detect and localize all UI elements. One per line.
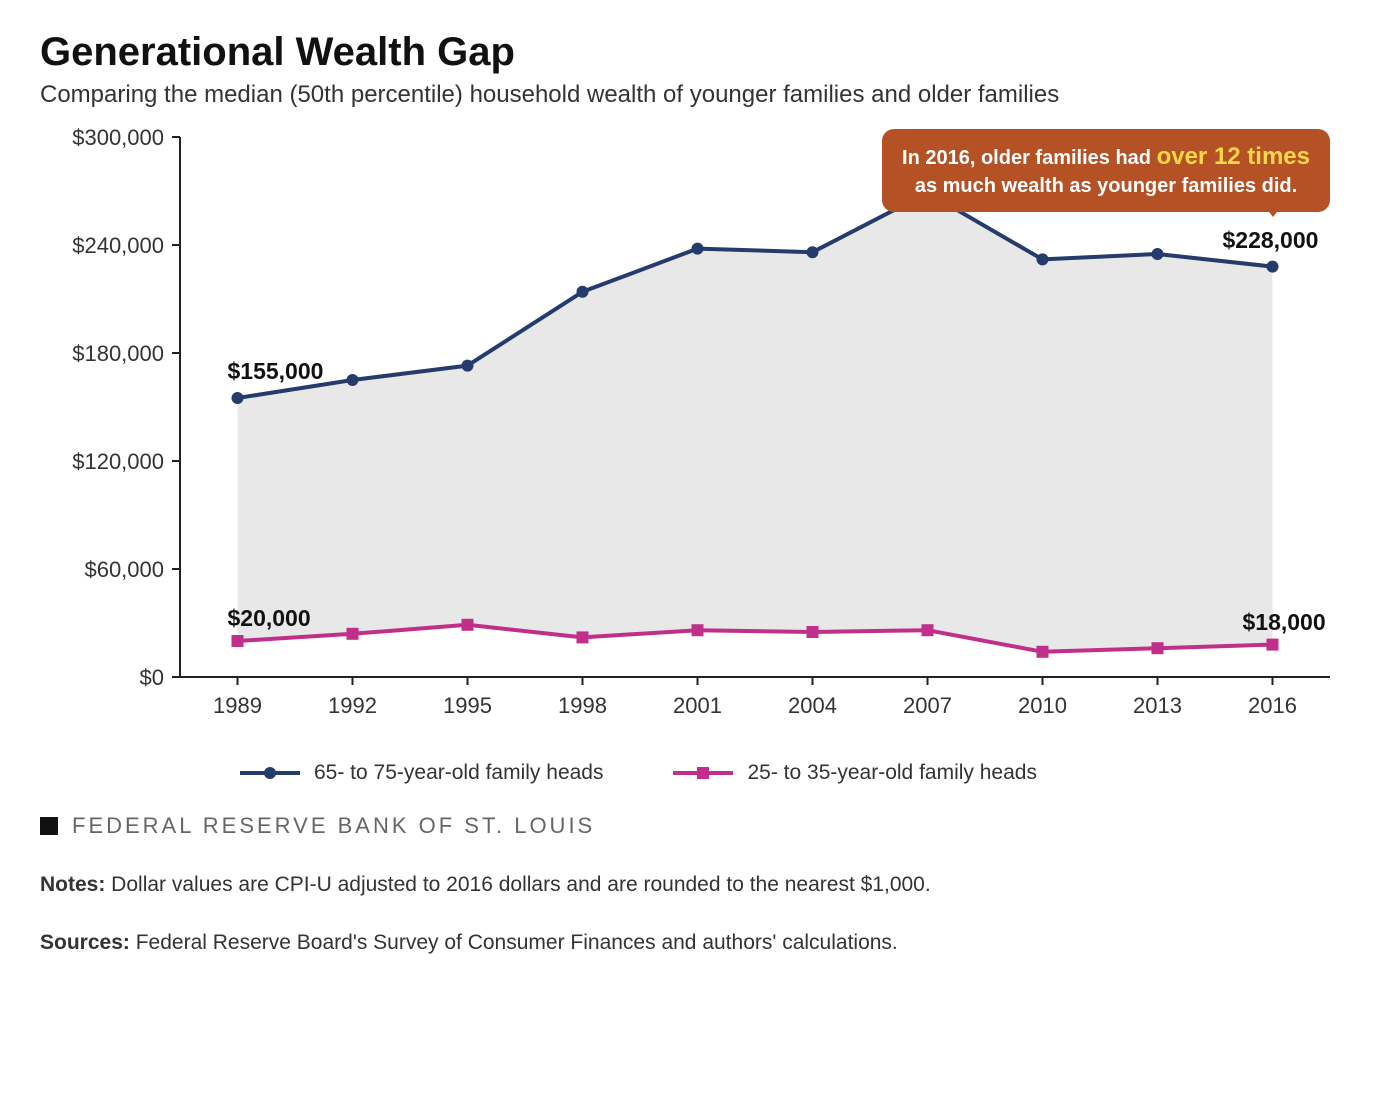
label-older-start: $155,000 xyxy=(228,358,324,385)
svg-text:$240,000: $240,000 xyxy=(72,233,164,258)
callout-text-pre: In 2016, older families had xyxy=(902,147,1157,169)
attribution-text: FEDERAL RESERVE BANK OF ST. LOUIS xyxy=(72,813,595,839)
svg-text:$120,000: $120,000 xyxy=(72,449,164,474)
svg-text:2016: 2016 xyxy=(1248,693,1297,718)
svg-text:1989: 1989 xyxy=(213,693,262,718)
label-younger-end: $18,000 xyxy=(1243,609,1326,636)
callout-text-post: as much wealth as younger families did. xyxy=(915,175,1297,197)
callout-emphasis: over 12 times xyxy=(1157,143,1310,170)
chart-title: Generational Wealth Gap xyxy=(40,30,1360,75)
svg-text:2004: 2004 xyxy=(788,693,837,718)
line-chart-svg: $0 $60,000 $120,000 $180,000 $240,000 $300,00… xyxy=(40,127,1360,747)
legend: 65- to 75-year-old family heads 25- to 3… xyxy=(240,761,1360,785)
legend-item-older: 65- to 75-year-old family heads xyxy=(240,761,603,785)
callout-tail xyxy=(1259,199,1287,217)
svg-text:$0: $0 xyxy=(140,665,164,690)
legend-label-older: 65- to 75-year-old family heads xyxy=(314,761,603,785)
legend-label-younger: 25- to 35-year-old family heads xyxy=(747,761,1036,785)
label-younger-start: $20,000 xyxy=(228,605,311,632)
label-older-end: $228,000 xyxy=(1223,227,1319,254)
svg-text:1995: 1995 xyxy=(443,693,492,718)
svg-text:2013: 2013 xyxy=(1133,693,1182,718)
sources-line: Sources: Federal Reserve Board's Survey … xyxy=(40,931,1360,955)
chart-subtitle: Comparing the median (50th percentile) h… xyxy=(40,81,1360,109)
attribution: FEDERAL RESERVE BANK OF ST. LOUIS xyxy=(40,813,1360,839)
svg-text:$300,000: $300,000 xyxy=(72,127,164,150)
sources-label: Sources: xyxy=(40,931,130,954)
notes-line: Notes: Dollar values are CPI-U adjusted … xyxy=(40,873,1360,897)
svg-text:2001: 2001 xyxy=(673,693,722,718)
legend-swatch-younger xyxy=(673,771,733,775)
svg-text:1992: 1992 xyxy=(328,693,377,718)
legend-item-younger: 25- to 35-year-old family heads xyxy=(673,761,1036,785)
legend-swatch-older xyxy=(240,771,300,775)
notes-label: Notes: xyxy=(40,873,105,896)
svg-text:$180,000: $180,000 xyxy=(72,341,164,366)
sources-text: Federal Reserve Board's Survey of Consum… xyxy=(130,931,898,954)
attribution-icon xyxy=(40,817,58,835)
svg-text:2010: 2010 xyxy=(1018,693,1067,718)
chart-area: $0 $60,000 $120,000 $180,000 $240,000 $300,00… xyxy=(40,127,1360,747)
svg-text:2007: 2007 xyxy=(903,693,952,718)
notes-text: Dollar values are CPI-U adjusted to 2016… xyxy=(105,873,930,896)
svg-text:$60,000: $60,000 xyxy=(84,557,164,582)
svg-text:1998: 1998 xyxy=(558,693,607,718)
